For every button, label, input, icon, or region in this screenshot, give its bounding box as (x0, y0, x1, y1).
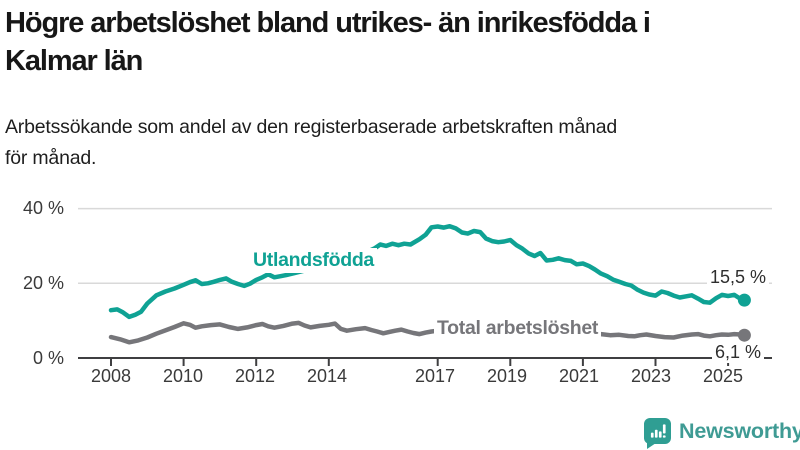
subtitle-line-2: för månad. (5, 147, 97, 169)
bar-chart-icon (650, 424, 666, 438)
x-axis-label-2017: 2017 (414, 366, 456, 386)
x-axis-label-2012: 2012 (234, 366, 276, 386)
title-line-1: Högre arbetslöshet bland utrikes- än inr… (5, 7, 651, 39)
series-label-utlandsfodda: Utlandsfödda (250, 248, 377, 273)
series-label-total: Total arbetslöshet (434, 316, 602, 341)
newsworthy-logo[interactable]: Newsworthy (644, 416, 800, 446)
x-axis-label-2008: 2008 (90, 366, 132, 386)
newsworthy-brand-text: Newsworthy (679, 418, 800, 443)
chart-subtitle: Arbetssökande som andel av den registerb… (5, 112, 792, 174)
x-axis-label-2025: 2025 (702, 366, 744, 386)
x-axis-label-2021: 2021 (558, 366, 600, 386)
y-axis-label-40: 40 % (22, 198, 64, 218)
x-axis-label-2023: 2023 (630, 366, 672, 386)
title-line-2: Kalmar län (5, 45, 143, 77)
end-value-total: 6,1 % (711, 342, 764, 363)
x-axis-label-2010: 2010 (162, 366, 204, 386)
y-axis-label-0: 0 % (32, 348, 64, 368)
y-axis-label-20: 20 % (22, 273, 64, 293)
x-axis-label-2014: 2014 (306, 366, 348, 386)
newsworthy-logo-icon (644, 418, 671, 444)
subtitle-line-1: Arbetssökande som andel av den registerb… (5, 116, 618, 138)
page-title: Högre arbetslöshet bland utrikes- än inr… (5, 4, 792, 80)
x-axis-label-2019: 2019 (486, 366, 528, 386)
end-value-utlandsfodda: 15,5 % (706, 267, 769, 288)
